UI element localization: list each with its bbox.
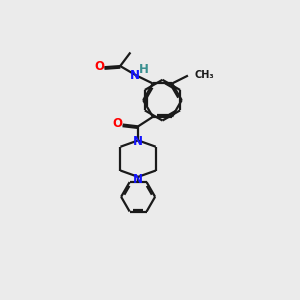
Text: CH₃: CH₃ <box>194 70 214 80</box>
Text: O: O <box>95 60 105 73</box>
Text: N: N <box>133 172 143 186</box>
Text: N: N <box>133 136 143 148</box>
Text: H: H <box>139 63 149 76</box>
Text: N: N <box>130 69 140 82</box>
Text: O: O <box>113 117 123 130</box>
